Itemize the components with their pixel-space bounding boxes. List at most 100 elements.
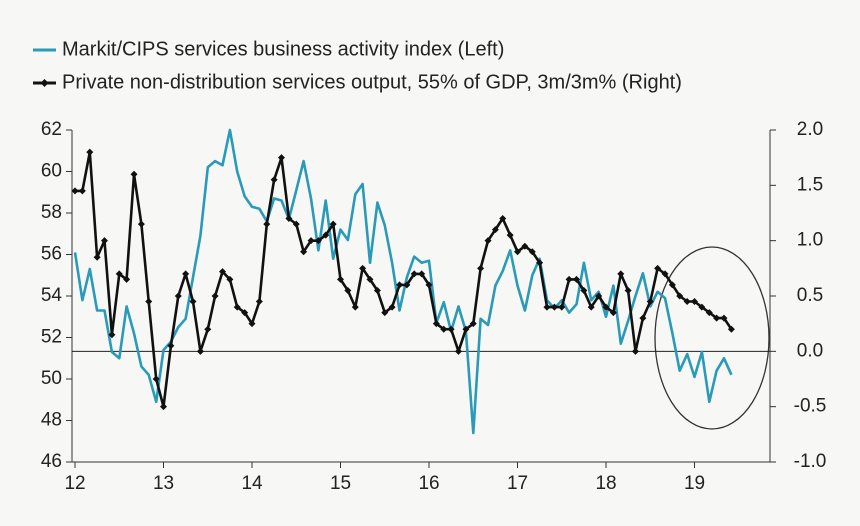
series-marker	[255, 298, 263, 306]
series-marker	[248, 320, 256, 328]
series-marker	[145, 298, 153, 306]
series-marker	[182, 270, 190, 278]
x-tick-label: 18	[595, 473, 616, 494]
series-line	[75, 150, 733, 408]
y-tick-label: 62	[41, 119, 62, 140]
x-tick-label: 16	[418, 473, 439, 494]
series-marker	[292, 220, 300, 228]
series-marker	[565, 275, 573, 283]
series-marker	[506, 231, 514, 239]
y2-tick-label: 0.0	[797, 340, 823, 361]
x-tick-label: 15	[330, 473, 351, 494]
y-tick-label: 50	[41, 368, 62, 389]
series-marker	[484, 237, 492, 245]
series-marker	[344, 286, 352, 294]
series-marker	[108, 331, 116, 339]
series-marker	[241, 309, 249, 317]
series-marker	[462, 325, 470, 333]
series-line	[73, 128, 733, 435]
series-marker	[447, 325, 455, 333]
y2-tick-label: 2.0	[797, 119, 823, 140]
series-marker	[440, 325, 448, 333]
series-marker	[646, 298, 654, 306]
series-marker	[403, 281, 411, 289]
y-tick-label: 48	[41, 410, 62, 431]
series-marker	[381, 309, 389, 317]
series-marker	[329, 220, 337, 228]
series-marker	[366, 275, 374, 283]
series-marker	[410, 270, 418, 278]
series-marker	[86, 148, 94, 156]
series-marker	[654, 264, 662, 272]
y2-tick-label: -1.0	[794, 451, 827, 472]
series-marker	[713, 314, 721, 322]
series-marker	[521, 242, 529, 250]
y-tick-label: 56	[41, 244, 62, 265]
series-marker	[233, 303, 241, 311]
series-marker	[698, 303, 706, 311]
series-marker	[93, 253, 101, 261]
legend-marker	[40, 79, 49, 87]
y-tick-label: 54	[41, 285, 63, 306]
series-marker	[137, 220, 145, 228]
x-tick-label: 14	[241, 473, 263, 494]
series-marker	[78, 187, 86, 195]
series-marker	[270, 176, 278, 184]
series-marker	[602, 303, 610, 311]
series-marker	[189, 298, 197, 306]
series-marker	[226, 275, 234, 283]
series-marker	[536, 259, 544, 267]
series-marker	[285, 215, 293, 223]
series-marker	[432, 320, 440, 328]
series-marker	[720, 314, 728, 322]
series-marker	[396, 281, 404, 289]
series-marker	[595, 292, 603, 300]
series-marker	[514, 248, 522, 256]
y2-tick-label: 0.5	[797, 285, 823, 306]
series-marker	[277, 154, 285, 162]
series-marker	[130, 170, 138, 178]
series-marker	[263, 220, 271, 228]
series-marker	[661, 270, 669, 278]
series-marker	[219, 268, 227, 276]
series-marker	[211, 292, 219, 300]
series-marker	[174, 292, 182, 300]
series-marker	[550, 303, 558, 311]
y-tick-label: 46	[41, 451, 62, 472]
series-marker	[558, 303, 566, 311]
series-marker	[167, 342, 175, 350]
x-tick-label: 12	[64, 473, 85, 494]
series-marker	[573, 275, 581, 283]
legend-label: Markit/CIPS services business activity i…	[62, 38, 504, 60]
series-marker	[691, 298, 699, 306]
y2-tick-label: 1.0	[797, 230, 823, 251]
series-marker	[668, 281, 676, 289]
series-marker	[609, 309, 617, 317]
y-tick-label: 60	[41, 161, 62, 182]
x-tick-label: 19	[684, 473, 705, 494]
series-marker	[676, 292, 684, 300]
series-marker	[543, 303, 551, 311]
series-marker	[639, 314, 647, 322]
series-marker	[477, 264, 485, 272]
series-marker	[322, 231, 330, 239]
x-tick-label: 17	[507, 473, 528, 494]
series-marker	[300, 248, 308, 256]
series-marker	[425, 281, 433, 289]
series-marker	[196, 347, 204, 355]
series-marker	[160, 403, 168, 411]
series-marker	[499, 215, 507, 223]
series-marker	[617, 270, 625, 278]
series-marker	[373, 286, 381, 294]
series-marker	[705, 309, 713, 317]
series-marker	[580, 286, 588, 294]
series-marker	[528, 248, 536, 256]
series-marker	[359, 264, 367, 272]
series-marker	[388, 303, 396, 311]
series-marker	[469, 320, 477, 328]
series-marker	[123, 275, 131, 283]
series-marker	[727, 325, 735, 333]
y2-tick-label: 1.5	[797, 174, 823, 195]
y-tick-label: 52	[41, 327, 62, 348]
